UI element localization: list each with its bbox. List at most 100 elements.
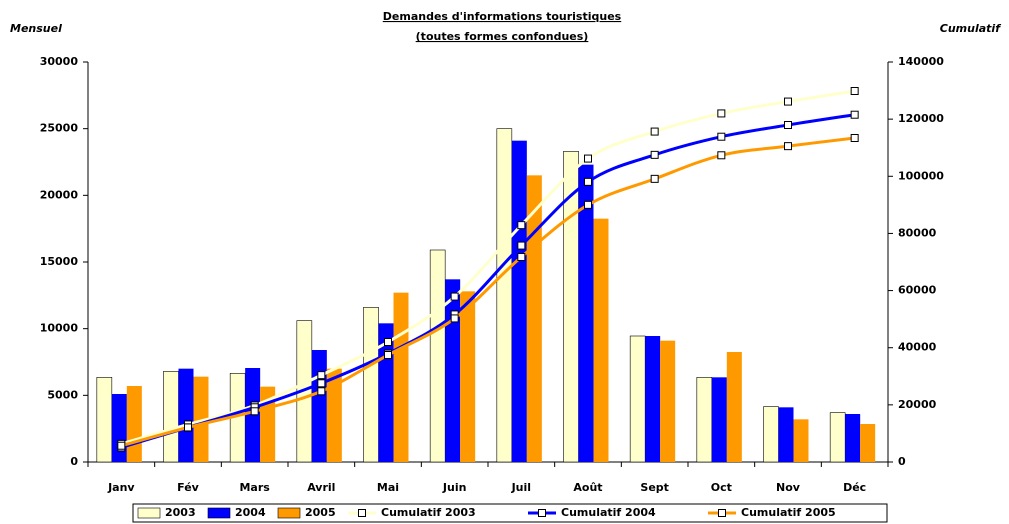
x-tick-label: Oct (711, 481, 732, 494)
x-tick-label: Nov (776, 481, 801, 494)
bar (763, 406, 779, 463)
bar (726, 352, 742, 462)
y2-tick-label: 120000 (898, 112, 944, 125)
bar (660, 340, 676, 462)
bar (460, 291, 476, 462)
bar (711, 377, 727, 462)
y-tick-label: 5000 (47, 388, 78, 401)
y2-tick-label: 140000 (898, 55, 944, 68)
y-tick-label: 15000 (40, 255, 79, 268)
y2-tick-label: 80000 (898, 226, 937, 239)
bar (578, 164, 594, 462)
bar (645, 336, 661, 462)
marker (584, 200, 592, 209)
bar (793, 419, 809, 462)
marker (650, 174, 659, 183)
marker (450, 314, 459, 323)
legend-marker (538, 509, 546, 517)
marker (717, 132, 726, 141)
bar (526, 175, 542, 463)
marker (384, 338, 392, 346)
marker (317, 371, 326, 380)
legend-marker (358, 509, 366, 517)
marker (717, 109, 726, 118)
marker (784, 97, 792, 106)
marker (784, 121, 792, 129)
legend (132, 503, 888, 523)
marker (850, 110, 859, 119)
bar (563, 151, 579, 463)
legend-label: Cumulatif 2005 (741, 506, 836, 519)
bar (593, 218, 609, 462)
x-tick-label: Sept (640, 481, 669, 494)
y-axis-title: Mensuel (10, 22, 62, 35)
y2-tick-label: 40000 (898, 341, 937, 354)
chart-title: Demandes d'informations touristiques (383, 10, 622, 23)
y2-tick-label: 0 (898, 455, 906, 468)
bar (311, 350, 327, 462)
y2-tick-label: 20000 (898, 398, 937, 411)
legend-label: 2003 (165, 506, 196, 519)
marker (584, 177, 592, 186)
marker (850, 87, 859, 95)
legend-label: Cumulatif 2004 (561, 506, 656, 519)
marker (517, 241, 526, 250)
x-tick-label: Juin (442, 481, 467, 494)
bar (829, 412, 846, 463)
bar (393, 292, 409, 462)
marker (517, 253, 526, 261)
marker (250, 407, 259, 416)
legend-swatch (207, 507, 231, 519)
bar (445, 279, 461, 462)
bar (96, 377, 113, 463)
x-tick-label: Août (573, 481, 602, 494)
bar (629, 335, 646, 463)
x-tick-label: Janv (107, 481, 135, 494)
bar (696, 377, 713, 463)
bar (111, 394, 127, 462)
x-tick-label: Fév (177, 481, 200, 494)
legend-marker (718, 509, 726, 517)
x-tick-label: Mars (239, 481, 270, 494)
bar (163, 371, 179, 463)
marker (184, 423, 192, 432)
marker (784, 142, 792, 151)
marker (384, 351, 392, 359)
marker (650, 127, 659, 136)
chart-subtitle: (toutes formes confondues) (416, 30, 589, 43)
bar (845, 414, 861, 462)
marker (117, 441, 126, 450)
legend-label: 2005 (305, 506, 336, 519)
bar (429, 249, 446, 463)
y-tick-label: 20000 (40, 188, 79, 201)
bar (326, 368, 342, 462)
legend-label: 2004 (235, 506, 266, 519)
bar (511, 140, 527, 462)
bar (778, 407, 794, 462)
legend-label: Cumulatif 2003 (381, 506, 476, 519)
y2-axis-title: Cumulatif (940, 22, 1001, 35)
marker (850, 134, 859, 142)
bar (363, 307, 379, 463)
bar (178, 368, 194, 462)
y2-tick-label: 100000 (898, 169, 944, 182)
y-tick-label: 10000 (40, 322, 79, 335)
marker (317, 387, 326, 396)
bar (126, 386, 142, 462)
x-tick-label: Avril (307, 481, 335, 494)
legend-swatch (137, 507, 161, 519)
marker (450, 292, 459, 301)
legend-swatch (277, 507, 301, 519)
bar (860, 424, 876, 462)
x-tick-label: Déc (843, 481, 866, 494)
y-tick-label: 0 (70, 455, 78, 468)
marker (317, 379, 326, 388)
marker (650, 150, 659, 159)
marker (717, 151, 726, 160)
y-tick-label: 30000 (40, 55, 79, 68)
marker (517, 221, 526, 230)
marker (584, 154, 592, 163)
y2-tick-label: 60000 (898, 284, 937, 297)
x-tick-label: Juil (511, 481, 531, 494)
